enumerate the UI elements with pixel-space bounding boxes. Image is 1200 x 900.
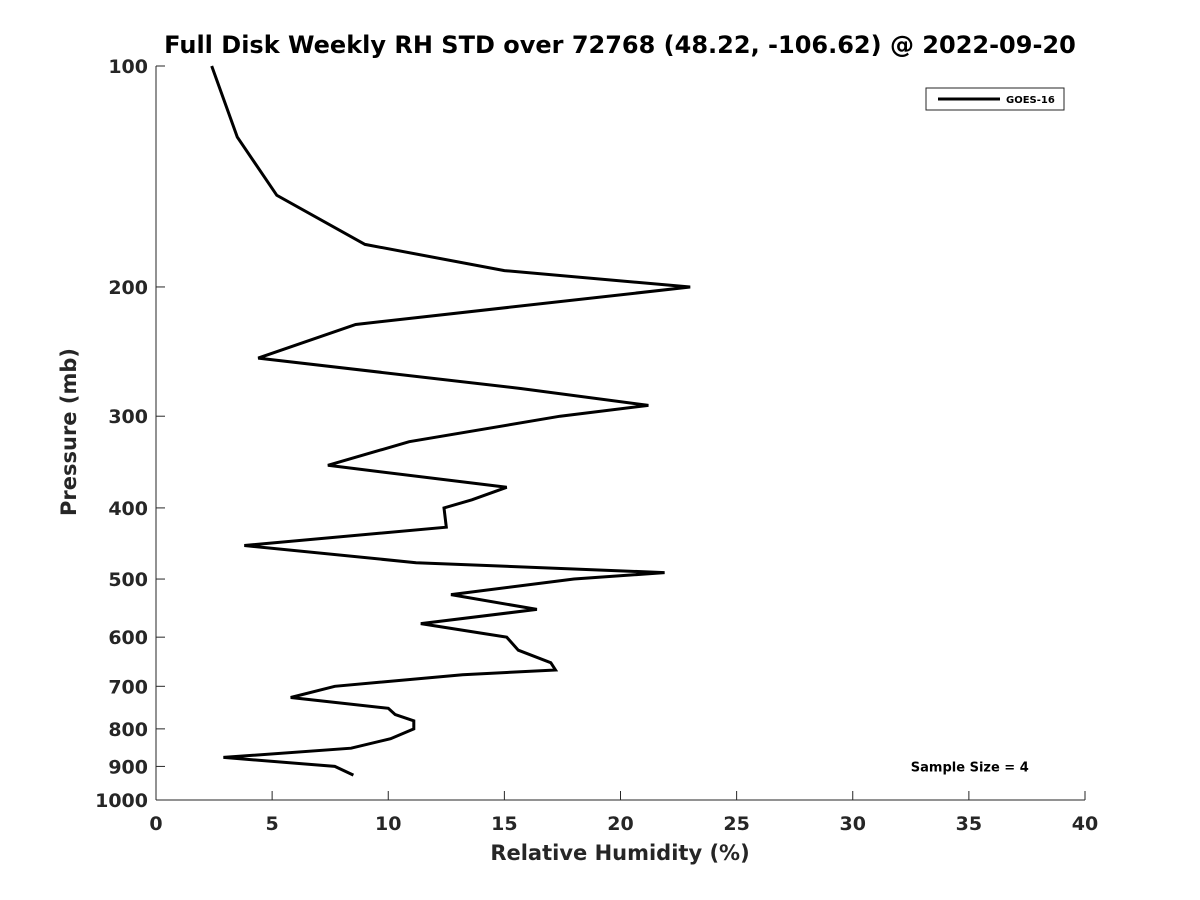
chart-title: Full Disk Weekly RH STD over 72768 (48.2… xyxy=(164,31,1076,59)
y-tick-label: 800 xyxy=(108,719,148,741)
x-tick-label: 30 xyxy=(840,813,866,835)
x-tick-label: 20 xyxy=(607,813,633,835)
y-tick-label: 200 xyxy=(108,277,148,299)
x-axis-label: Relative Humidity (%) xyxy=(490,841,749,865)
sample-size-annotation: Sample Size = 4 xyxy=(911,760,1029,775)
x-tick-label: 0 xyxy=(149,813,162,835)
y-tick-label: 500 xyxy=(108,569,148,591)
series-layer xyxy=(210,65,691,777)
x-tick-label: 15 xyxy=(491,813,517,835)
y-axis-ticks: 100 200 300 400 500 600 700 800 900 1000 xyxy=(95,56,165,812)
y-axis-label: Pressure (mb) xyxy=(57,348,81,516)
x-tick-label: 40 xyxy=(1072,813,1098,835)
y-tick-label: 700 xyxy=(108,676,148,698)
x-axis-ticks: 0 5 10 15 20 25 30 35 40 xyxy=(149,791,1098,835)
y-tick-label: 400 xyxy=(108,498,148,520)
y-tick-label: 300 xyxy=(108,406,148,428)
x-tick-label: 5 xyxy=(266,813,279,835)
y-tick-label: 600 xyxy=(108,627,148,649)
legend: GOES-16 xyxy=(925,87,1065,111)
y-tick-label: 100 xyxy=(108,56,148,78)
series-line-goes-16 xyxy=(210,65,691,777)
x-tick-label: 35 xyxy=(956,813,982,835)
legend-entry-goes-16: GOES-16 xyxy=(1006,95,1055,106)
y-tick-label: 900 xyxy=(108,756,148,778)
y-tick-label: 1000 xyxy=(95,790,148,812)
x-tick-label: 10 xyxy=(375,813,401,835)
x-tick-label: 25 xyxy=(723,813,749,835)
